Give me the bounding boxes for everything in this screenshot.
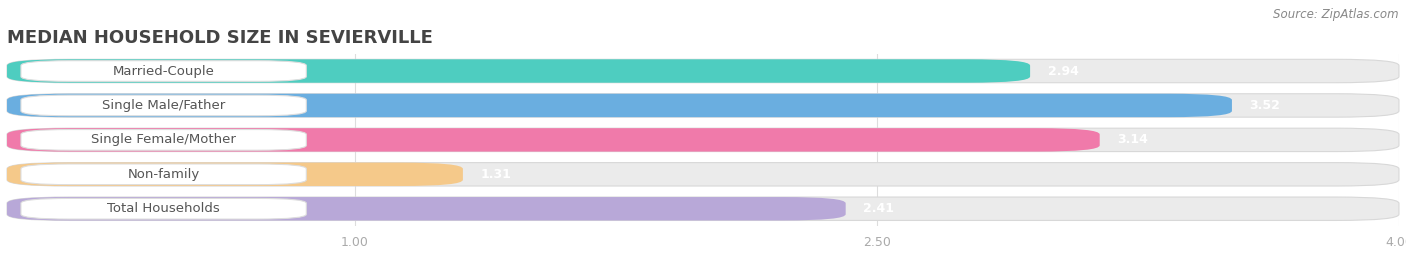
Text: Single Female/Mother: Single Female/Mother [91, 133, 236, 146]
Text: Married-Couple: Married-Couple [112, 65, 215, 77]
Text: 1.31: 1.31 [481, 168, 512, 181]
FancyBboxPatch shape [7, 197, 1399, 221]
Text: 3.14: 3.14 [1118, 133, 1147, 146]
Text: 3.52: 3.52 [1250, 99, 1281, 112]
Text: MEDIAN HOUSEHOLD SIZE IN SEVIERVILLE: MEDIAN HOUSEHOLD SIZE IN SEVIERVILLE [7, 29, 433, 47]
FancyBboxPatch shape [21, 164, 307, 185]
FancyBboxPatch shape [21, 130, 307, 150]
FancyBboxPatch shape [21, 95, 307, 116]
FancyBboxPatch shape [21, 61, 307, 81]
Text: Total Households: Total Households [107, 202, 219, 215]
Text: Non-family: Non-family [128, 168, 200, 181]
FancyBboxPatch shape [7, 128, 1099, 152]
Text: 2.41: 2.41 [863, 202, 894, 215]
FancyBboxPatch shape [7, 197, 845, 221]
Text: 2.94: 2.94 [1047, 65, 1078, 77]
FancyBboxPatch shape [7, 162, 1399, 186]
Text: Single Male/Father: Single Male/Father [103, 99, 225, 112]
Text: Source: ZipAtlas.com: Source: ZipAtlas.com [1274, 8, 1399, 21]
FancyBboxPatch shape [7, 94, 1399, 117]
FancyBboxPatch shape [7, 128, 1399, 152]
FancyBboxPatch shape [7, 162, 463, 186]
FancyBboxPatch shape [7, 94, 1232, 117]
FancyBboxPatch shape [7, 59, 1031, 83]
FancyBboxPatch shape [21, 199, 307, 219]
FancyBboxPatch shape [7, 59, 1399, 83]
